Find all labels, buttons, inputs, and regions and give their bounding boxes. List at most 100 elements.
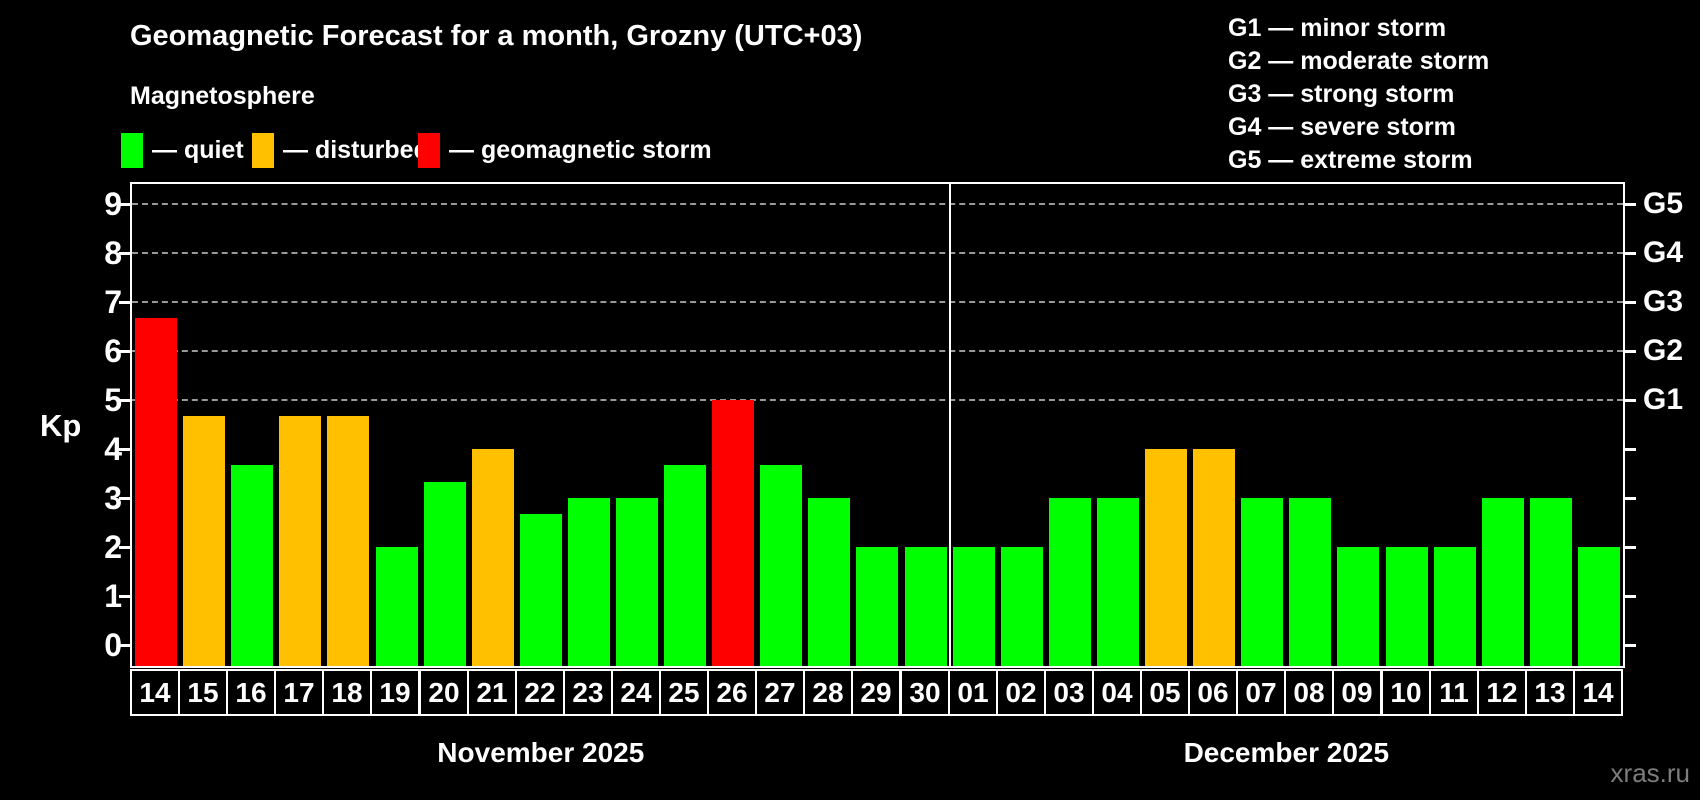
y-tick-right-1 — [1623, 595, 1636, 598]
day-box-nov-28: 28 — [803, 669, 853, 716]
kp-bar-dec-07 — [1241, 498, 1283, 666]
kp-bar-nov-17 — [279, 416, 321, 666]
quiet-legend-label: — quiet — [152, 135, 244, 164]
day-box-dec-14: 14 — [1573, 669, 1623, 716]
g-axis-label-g1: G1 — [1643, 383, 1684, 416]
y-tick-left-4 — [119, 448, 132, 451]
day-box-nov-24: 24 — [611, 669, 661, 716]
kp-bar-dec-01 — [953, 547, 995, 666]
kp-bar-nov-22 — [520, 514, 562, 666]
storm-legend-label: — geomagnetic storm — [449, 135, 712, 164]
gridline-kp5 — [132, 399, 1623, 401]
day-box-nov-26: 26 — [707, 669, 757, 716]
y-tick-left-2 — [119, 546, 132, 549]
day-box-nov-30: 30 — [900, 669, 950, 716]
day-box-dec-07: 07 — [1236, 669, 1286, 716]
y-tick-right-0 — [1623, 644, 1636, 647]
plot-area — [130, 182, 1625, 668]
kp-bar-dec-12 — [1482, 498, 1524, 666]
kp-bar-dec-14 — [1578, 547, 1620, 666]
g-axis-label-g5: G5 — [1643, 187, 1684, 220]
y-tick-right-8 — [1623, 252, 1636, 255]
day-box-nov-25: 25 — [659, 669, 709, 716]
day-box-dec-02: 02 — [996, 669, 1046, 716]
y-tick-label-2: 2 — [104, 529, 122, 565]
day-box-dec-03: 03 — [1044, 669, 1094, 716]
y-tick-left-6 — [119, 350, 132, 353]
day-box-nov-17: 17 — [274, 669, 324, 716]
y-tick-label-0: 0 — [104, 627, 122, 663]
kp-bar-nov-23 — [568, 498, 610, 666]
kp-bar-dec-03 — [1049, 498, 1091, 666]
kp-bar-nov-26 — [712, 400, 754, 666]
day-box-dec-09: 09 — [1332, 669, 1382, 716]
gridline-kp7 — [132, 301, 1623, 303]
y-tick-label-1: 1 — [104, 578, 122, 614]
day-box-nov-14: 14 — [130, 669, 180, 716]
kp-bar-dec-02 — [1001, 547, 1043, 666]
kp-bar-nov-24 — [616, 498, 658, 666]
kp-bar-nov-15 — [183, 416, 225, 666]
kp-bar-nov-16 — [231, 465, 273, 666]
y-tick-left-5 — [119, 399, 132, 402]
gridline-kp6 — [132, 350, 1623, 352]
disturbed-color-swatch — [252, 132, 274, 168]
day-box-nov-22: 22 — [515, 669, 565, 716]
g-axis-label-g4: G4 — [1643, 236, 1684, 269]
y-tick-label-3: 3 — [104, 480, 122, 516]
kp-bar-nov-19 — [376, 547, 418, 666]
kp-bar-nov-28 — [808, 498, 850, 666]
g-legend-line-g1: G1 — minor storm — [1228, 14, 1447, 42]
y-tick-label-9: 9 — [104, 186, 122, 222]
kp-bar-dec-13 — [1530, 498, 1572, 666]
kp-bar-dec-06 — [1193, 449, 1235, 666]
day-box-nov-27: 27 — [755, 669, 805, 716]
day-box-nov-21: 21 — [467, 669, 517, 716]
y-tick-left-3 — [119, 497, 132, 500]
day-box-nov-29: 29 — [851, 669, 901, 716]
day-box-dec-13: 13 — [1525, 669, 1575, 716]
day-box-nov-19: 19 — [370, 669, 420, 716]
quiet-color-swatch — [121, 132, 143, 168]
day-box-nov-18: 18 — [322, 669, 372, 716]
g-axis-label-g3: G3 — [1643, 285, 1684, 318]
y-tick-right-9 — [1623, 203, 1636, 206]
kp-bar-nov-30 — [905, 547, 947, 666]
y-tick-label-5: 5 — [104, 382, 122, 418]
y-tick-right-5 — [1623, 399, 1636, 402]
y-tick-right-7 — [1623, 301, 1636, 304]
disturbed-legend-label: — disturbed — [283, 135, 429, 164]
magnetosphere-label: Magnetosphere — [130, 82, 315, 110]
kp-bar-nov-25 — [664, 465, 706, 666]
kp-bar-nov-27 — [760, 465, 802, 666]
kp-bar-nov-20 — [424, 482, 466, 666]
kp-bar-dec-09 — [1337, 547, 1379, 666]
chart-title: Geomagnetic Forecast for a month, Grozny… — [130, 20, 863, 52]
y-tick-right-2 — [1623, 546, 1636, 549]
kp-bar-nov-29 — [856, 547, 898, 666]
y-tick-right-6 — [1623, 350, 1636, 353]
legend-item-disturbed: — disturbed — [252, 132, 429, 168]
y-tick-label-8: 8 — [104, 235, 122, 271]
kp-bar-nov-18 — [327, 416, 369, 666]
kp-bar-dec-11 — [1434, 547, 1476, 666]
y-tick-left-1 — [119, 595, 132, 598]
plot-inner — [132, 184, 1623, 666]
month-label-december: December 2025 — [1183, 737, 1390, 768]
day-box-nov-16: 16 — [226, 669, 276, 716]
g-axis-label-g2: G2 — [1643, 334, 1684, 367]
legend-item-storm: — geomagnetic storm — [418, 132, 712, 168]
y-tick-label-6: 6 — [104, 333, 122, 369]
y-tick-label-7: 7 — [104, 284, 122, 320]
kp-bar-dec-08 — [1289, 498, 1331, 666]
kp-bar-nov-21 — [472, 449, 514, 666]
y-tick-left-8 — [119, 252, 132, 255]
g-legend-line-g2: G2 — moderate storm — [1228, 47, 1490, 75]
kp-bar-dec-10 — [1386, 547, 1428, 666]
kp-bar-dec-05 — [1145, 449, 1187, 666]
day-box-nov-23: 23 — [563, 669, 613, 716]
day-box-dec-08: 08 — [1284, 669, 1334, 716]
y-tick-right-4 — [1623, 448, 1636, 451]
kp-bar-dec-04 — [1097, 498, 1139, 666]
